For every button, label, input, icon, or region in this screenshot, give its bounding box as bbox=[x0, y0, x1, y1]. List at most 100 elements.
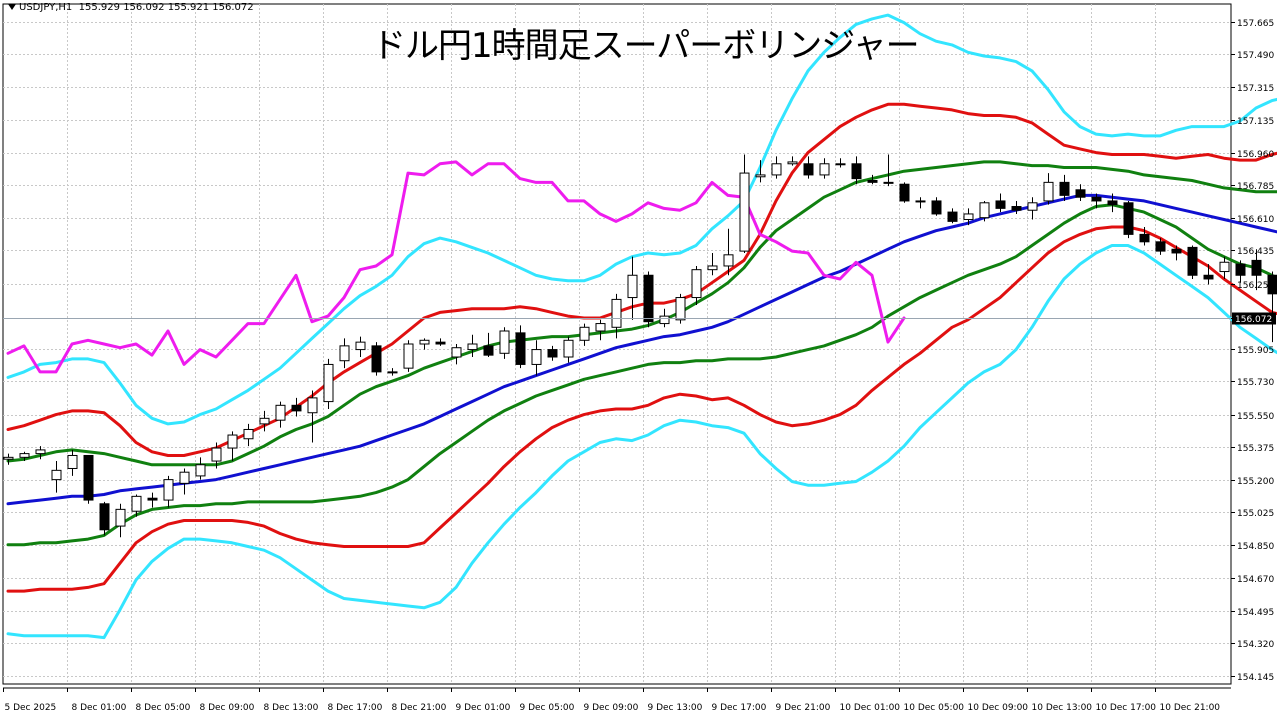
candle-body bbox=[483, 345, 494, 356]
candle-body bbox=[1155, 241, 1166, 252]
candle bbox=[195, 457, 206, 480]
candle-body bbox=[275, 404, 286, 421]
candle-body bbox=[627, 274, 638, 299]
bollinger-bands bbox=[6, 13, 1277, 640]
y-tick-label: 156.785 bbox=[1237, 182, 1274, 192]
candle bbox=[899, 182, 910, 203]
candle-body bbox=[723, 254, 734, 267]
candle-body bbox=[371, 345, 382, 373]
series-minus-3-sigma bbox=[6, 244, 1277, 640]
x-tick-label: 10 Dec 17:00 bbox=[1096, 703, 1157, 713]
candle-body bbox=[931, 200, 942, 215]
candle-body bbox=[1043, 181, 1054, 202]
candle-body bbox=[451, 347, 462, 358]
x-tick-label: 8 Dec 21:00 bbox=[392, 703, 447, 713]
candle bbox=[99, 501, 110, 536]
candle-body bbox=[851, 163, 862, 180]
candle-body bbox=[675, 297, 686, 321]
candle bbox=[531, 340, 542, 376]
candle-body bbox=[915, 200, 926, 203]
candle-body bbox=[147, 497, 158, 501]
ohlc-readout: 155.929 156.092 155.921 156.072 bbox=[78, 2, 254, 13]
x-tick-label: 8 Dec 17:00 bbox=[328, 703, 383, 713]
candle-body bbox=[307, 397, 318, 414]
candle bbox=[451, 344, 462, 365]
candle bbox=[1219, 256, 1230, 279]
candle-body bbox=[243, 428, 254, 440]
candle bbox=[835, 158, 846, 168]
candle-body bbox=[755, 174, 766, 178]
candle bbox=[611, 293, 622, 339]
candle-body bbox=[403, 343, 414, 369]
candle-body bbox=[227, 434, 238, 449]
candle-body bbox=[1187, 246, 1198, 276]
y-tick-label: 156.610 bbox=[1237, 215, 1274, 225]
current-price-box bbox=[1232, 312, 1276, 325]
y-tick-label: 154.670 bbox=[1237, 575, 1274, 585]
candle bbox=[1267, 271, 1277, 343]
series-chikou bbox=[6, 160, 906, 374]
price-axis: 157.665 157.490 157.315 157.135 156.960 156.7… bbox=[1231, 19, 1276, 683]
candle bbox=[19, 451, 30, 462]
candle bbox=[467, 334, 478, 358]
candle-body bbox=[179, 471, 190, 484]
candle bbox=[883, 154, 894, 187]
candle-body bbox=[1171, 248, 1182, 254]
candle-body bbox=[467, 343, 478, 351]
y-tick-label: 157.665 bbox=[1237, 19, 1274, 29]
candle bbox=[3, 453, 14, 465]
candle bbox=[643, 271, 654, 328]
y-tick-label: 154.850 bbox=[1237, 542, 1274, 552]
candle bbox=[771, 156, 782, 179]
y-tick-label: 156.435 bbox=[1237, 247, 1274, 257]
candle-body bbox=[1011, 206, 1022, 211]
candle bbox=[707, 252, 718, 276]
candle bbox=[275, 401, 286, 428]
y-tick-label: 155.025 bbox=[1237, 509, 1274, 519]
candle-body bbox=[67, 454, 78, 469]
candle-body bbox=[51, 469, 62, 481]
current-price-label: 156.072 bbox=[1235, 315, 1272, 325]
candle bbox=[1107, 193, 1118, 213]
x-tick-label: 8 Dec 13:00 bbox=[264, 703, 319, 713]
candle bbox=[755, 160, 766, 183]
candle bbox=[627, 256, 638, 320]
candle-body bbox=[835, 163, 846, 166]
candle-body bbox=[579, 326, 590, 341]
chart-header: USDJPY,H1 155.929 156.092 155.921 156.07… bbox=[8, 2, 254, 13]
candle-body bbox=[499, 330, 510, 354]
y-tick-label: 156.960 bbox=[1237, 150, 1274, 160]
candle-body bbox=[19, 453, 30, 458]
candle bbox=[963, 208, 974, 226]
candle-body bbox=[1123, 202, 1134, 235]
candle-body bbox=[323, 363, 334, 403]
candle bbox=[1091, 193, 1102, 209]
candle-body bbox=[115, 508, 126, 527]
candle-body bbox=[387, 371, 398, 374]
candle-body bbox=[659, 315, 670, 325]
candle bbox=[403, 340, 414, 372]
candle-body bbox=[947, 211, 958, 222]
candle bbox=[227, 431, 238, 462]
candle-body bbox=[883, 181, 894, 184]
candle bbox=[67, 449, 78, 476]
candle-body bbox=[803, 163, 814, 176]
candle bbox=[787, 156, 798, 166]
candle-body bbox=[547, 349, 558, 358]
candle bbox=[387, 368, 398, 376]
candle bbox=[243, 423, 254, 447]
y-tick-label: 154.145 bbox=[1237, 673, 1274, 683]
candle bbox=[547, 345, 558, 361]
symbol-label: USDJPY,H1 bbox=[19, 2, 73, 13]
series-minus-1-sigma bbox=[6, 203, 1277, 547]
candle bbox=[579, 323, 590, 346]
x-tick-label: 10 Dec 21:00 bbox=[1160, 703, 1221, 713]
x-tick-label: 10 Dec 13:00 bbox=[1032, 703, 1093, 713]
x-tick-label: 9 Dec 17:00 bbox=[712, 703, 767, 713]
candle bbox=[867, 174, 878, 185]
candle bbox=[803, 156, 814, 179]
x-tick-label: 10 Dec 09:00 bbox=[968, 703, 1029, 713]
candle-body bbox=[1075, 189, 1086, 198]
candle bbox=[1155, 238, 1166, 255]
candle bbox=[163, 475, 174, 508]
